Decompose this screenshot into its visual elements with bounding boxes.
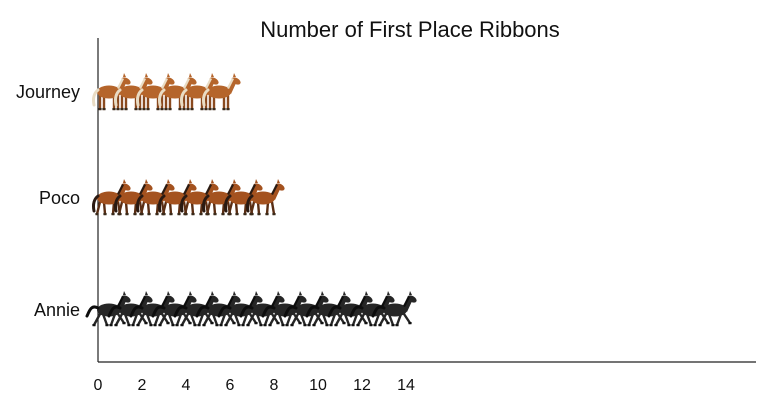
x-tick-label: 10: [309, 377, 327, 394]
x-tick-label: 14: [397, 377, 415, 394]
x-tick-label: 12: [353, 377, 371, 394]
chestnut-horse-standing-icon: [202, 73, 241, 111]
category-label: Journey: [16, 82, 80, 102]
bar-annie: [85, 291, 417, 327]
plot-area: 0 2 4 6 8 10 12 14 Journey Poco Annie: [16, 38, 756, 394]
x-tick-label: 8: [270, 377, 279, 394]
black-horse-galloping-icon: [173, 291, 219, 327]
bar-poco: [92, 179, 285, 216]
x-tick-label: 6: [226, 377, 235, 394]
x-tick-label: 0: [94, 377, 103, 394]
bay-horse-walking-icon: [246, 179, 285, 216]
bar-journey: [92, 73, 241, 111]
category-label: Poco: [39, 188, 80, 208]
category-label: Annie: [34, 300, 80, 320]
bay-horse-walking-icon: [224, 179, 263, 216]
x-tick-label: 4: [182, 377, 191, 394]
black-horse-galloping-icon: [239, 291, 285, 327]
chart-title: Number of First Place Ribbons: [260, 17, 560, 42]
black-horse-galloping-icon: [371, 291, 417, 327]
x-tick-label: 2: [138, 377, 147, 394]
